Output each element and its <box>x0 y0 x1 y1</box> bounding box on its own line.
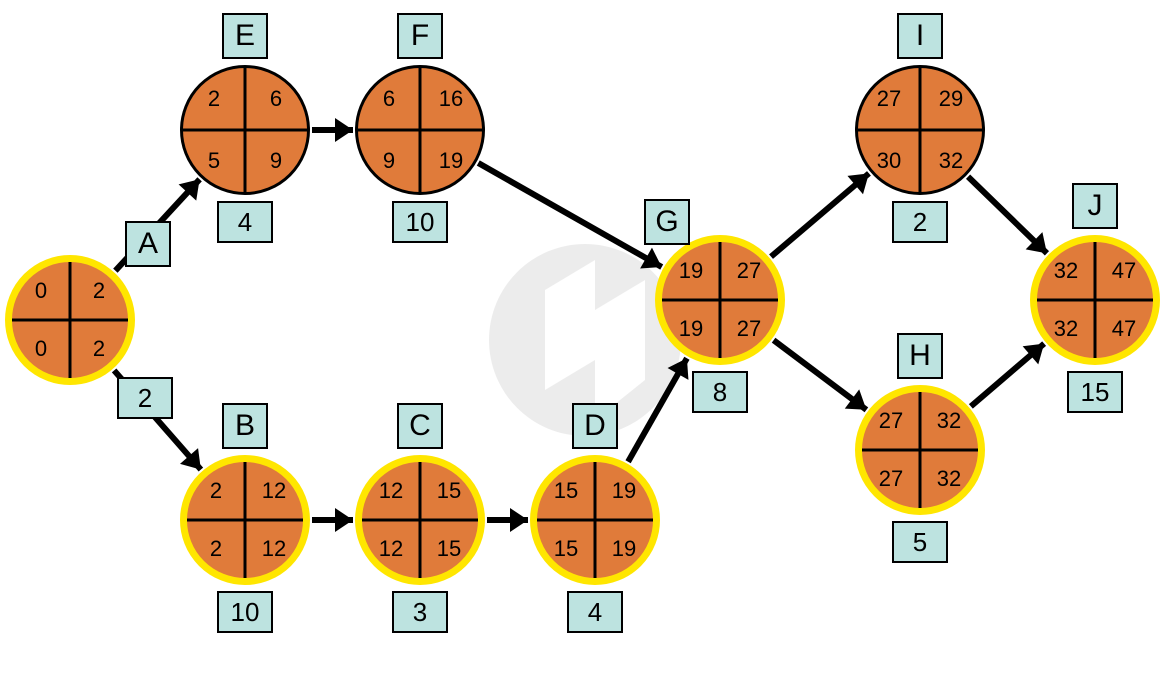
node-I-tl: 27 <box>858 68 920 130</box>
node-label-A: A <box>125 221 171 267</box>
node-duration-H: 5 <box>892 521 948 563</box>
node-duration-I: 2 <box>892 201 948 243</box>
node-duration-A: 2 <box>117 377 173 419</box>
node-D-br: 19 <box>595 520 653 578</box>
node-F-bl: 9 <box>358 130 420 192</box>
activity-node-A: 0202 <box>5 255 135 385</box>
node-J-bl: 32 <box>1037 300 1095 358</box>
activity-node-C: 12151215 <box>355 455 485 585</box>
node-J-tr: 47 <box>1095 242 1153 300</box>
node-A-bl: 0 <box>12 320 70 378</box>
node-duration-E: 4 <box>217 201 273 243</box>
activity-node-F: 616919 <box>355 65 485 195</box>
arrowhead-B-C <box>335 508 353 532</box>
node-F-tl: 6 <box>358 68 420 130</box>
node-duration-J: 15 <box>1067 371 1123 413</box>
node-F-tr: 16 <box>420 68 482 130</box>
node-A-tl: 0 <box>12 262 70 320</box>
activity-node-E: 2659 <box>180 65 310 195</box>
node-J-tl: 32 <box>1037 242 1095 300</box>
node-label-B: B <box>222 403 268 449</box>
node-C-tr: 15 <box>420 462 478 520</box>
arrowhead-F-G <box>640 248 662 269</box>
node-B-br: 12 <box>245 520 303 578</box>
node-C-br: 15 <box>420 520 478 578</box>
node-H-bl: 27 <box>862 450 920 508</box>
diagram-canvas: 0202A22659E4616919F10212212B1012151215C3… <box>0 0 1170 680</box>
node-A-br: 2 <box>70 320 128 378</box>
node-C-bl: 12 <box>362 520 420 578</box>
node-E-br: 9 <box>245 130 307 192</box>
activity-node-H: 27322732 <box>855 385 985 515</box>
activity-node-G: 19271927 <box>655 235 785 365</box>
edge-G-H <box>774 340 867 410</box>
node-C-tl: 12 <box>362 462 420 520</box>
activity-node-B: 212212 <box>180 455 310 585</box>
node-label-E: E <box>222 13 268 59</box>
node-duration-B: 10 <box>217 591 273 633</box>
node-E-tr: 6 <box>245 68 307 130</box>
node-I-tr: 29 <box>920 68 982 130</box>
node-D-tl: 15 <box>537 462 595 520</box>
node-E-tl: 2 <box>183 68 245 130</box>
edge-D-G <box>628 358 687 461</box>
node-label-I: I <box>897 13 943 59</box>
node-B-tl: 2 <box>187 462 245 520</box>
node-B-tr: 12 <box>245 462 303 520</box>
arrowhead-D-G <box>668 358 689 380</box>
activity-node-J: 32473247 <box>1030 235 1160 365</box>
node-H-tl: 27 <box>862 392 920 450</box>
node-E-bl: 5 <box>183 130 245 192</box>
node-G-tr: 27 <box>720 242 778 300</box>
node-label-F: F <box>397 13 443 59</box>
node-B-bl: 2 <box>187 520 245 578</box>
node-label-G: G <box>644 199 690 245</box>
node-label-J: J <box>1072 183 1118 229</box>
node-D-bl: 15 <box>537 520 595 578</box>
node-label-H: H <box>897 333 943 379</box>
node-J-br: 47 <box>1095 300 1153 358</box>
activity-node-I: 27293032 <box>855 65 985 195</box>
node-F-br: 19 <box>420 130 482 192</box>
node-A-tr: 2 <box>70 262 128 320</box>
node-D-tr: 19 <box>595 462 653 520</box>
edge-F-G <box>478 163 661 267</box>
node-duration-D: 4 <box>567 591 623 633</box>
arrowhead-C-D <box>510 508 528 532</box>
node-duration-F: 10 <box>392 201 448 243</box>
arrowhead-E-F <box>335 118 353 142</box>
node-label-D: D <box>572 403 618 449</box>
node-duration-G: 8 <box>692 371 748 413</box>
node-H-br: 32 <box>920 450 978 508</box>
node-H-tr: 32 <box>920 392 978 450</box>
node-I-bl: 30 <box>858 130 920 192</box>
edge-G-I <box>771 173 869 256</box>
edge-H-J <box>971 344 1044 407</box>
node-G-tl: 19 <box>662 242 720 300</box>
node-label-C: C <box>397 403 443 449</box>
node-I-br: 32 <box>920 130 982 192</box>
node-G-bl: 19 <box>662 300 720 358</box>
node-duration-C: 3 <box>392 591 448 633</box>
node-G-br: 27 <box>720 300 778 358</box>
activity-node-D: 15191519 <box>530 455 660 585</box>
